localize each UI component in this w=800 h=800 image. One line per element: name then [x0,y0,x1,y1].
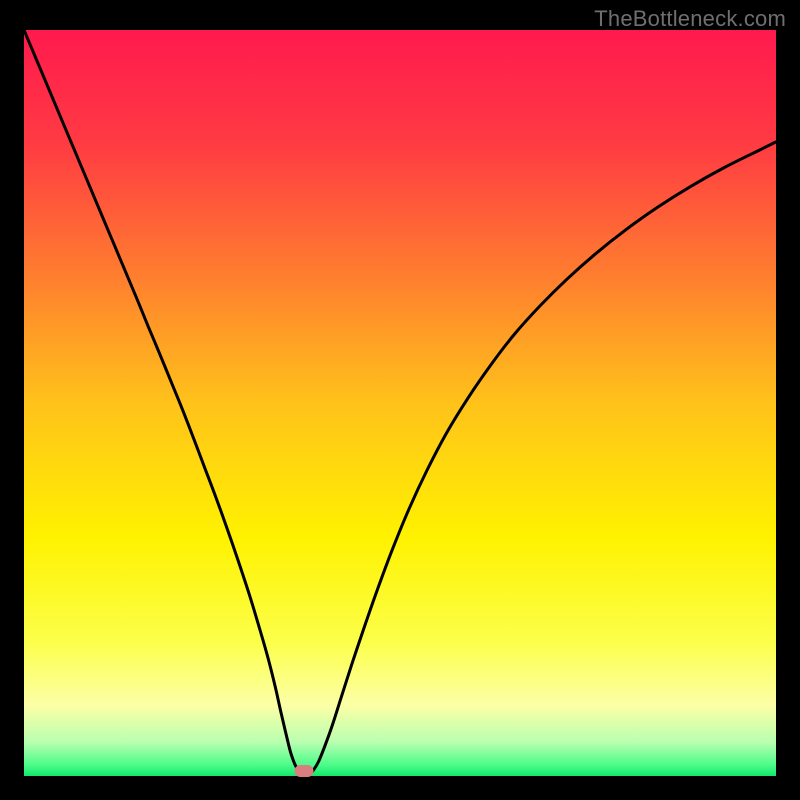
plot-background [24,30,776,776]
watermark-text: TheBottleneck.com [594,6,786,32]
optimum-marker [294,765,313,777]
chart-stage: TheBottleneck.com [0,0,800,800]
